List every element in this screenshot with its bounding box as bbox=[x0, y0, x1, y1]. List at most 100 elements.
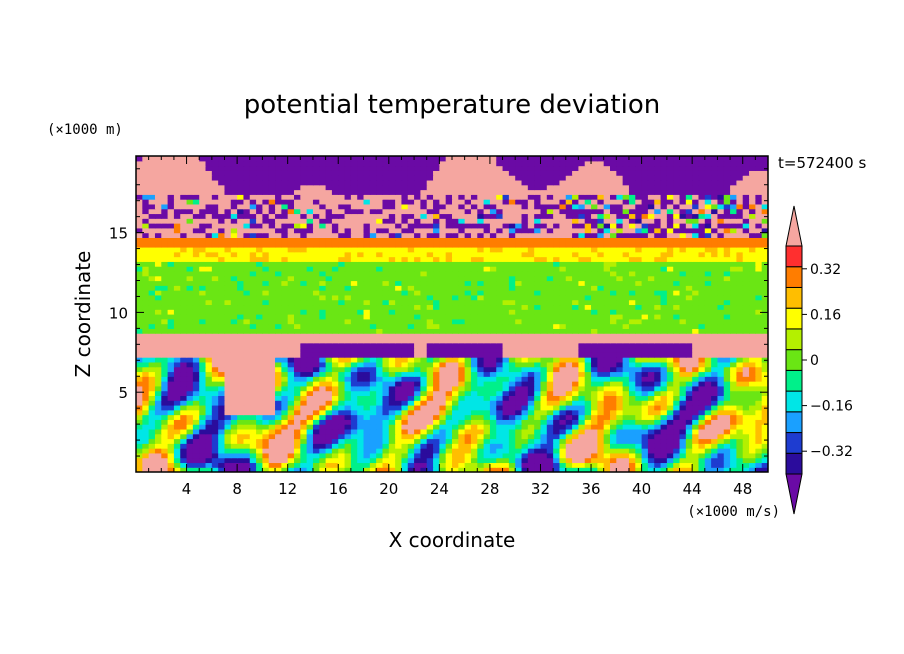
field-cell bbox=[287, 242, 295, 248]
field-cell bbox=[376, 237, 384, 243]
field-cell bbox=[281, 266, 289, 272]
field-cell bbox=[635, 270, 643, 277]
field-cell bbox=[256, 457, 263, 464]
field-cell bbox=[439, 299, 447, 306]
field-cell bbox=[616, 342, 624, 349]
field-cell bbox=[325, 395, 333, 401]
field-cell bbox=[647, 294, 655, 301]
field-cell bbox=[224, 457, 232, 464]
field-cell bbox=[180, 385, 188, 392]
field-cell bbox=[433, 352, 440, 358]
field-cell bbox=[496, 452, 504, 459]
field-cell bbox=[698, 270, 706, 277]
field-cell bbox=[426, 299, 434, 306]
field-cell bbox=[704, 347, 712, 353]
field-cell bbox=[249, 433, 257, 440]
field-cell bbox=[578, 438, 586, 444]
field-cell bbox=[553, 381, 561, 387]
field-cell bbox=[742, 352, 750, 358]
field-cell bbox=[344, 304, 352, 310]
field-cell bbox=[749, 371, 756, 377]
field-cell bbox=[205, 414, 213, 420]
field-cell bbox=[698, 467, 706, 472]
field-cell bbox=[325, 323, 333, 329]
field-cell bbox=[287, 419, 295, 425]
field-cell bbox=[666, 337, 674, 344]
field-cell bbox=[692, 419, 700, 425]
field-cell bbox=[578, 290, 586, 296]
field-cell bbox=[496, 299, 504, 306]
field-cell bbox=[452, 266, 459, 272]
field-cell bbox=[445, 433, 453, 440]
field-cell bbox=[755, 462, 763, 468]
field-cell bbox=[268, 256, 276, 262]
field-cell bbox=[262, 385, 270, 392]
field-cell bbox=[420, 438, 428, 444]
field-cell bbox=[711, 400, 719, 406]
field-cell bbox=[489, 290, 497, 296]
field-cell bbox=[458, 299, 466, 306]
field-cell bbox=[736, 452, 744, 459]
field-cell bbox=[502, 299, 510, 306]
field-cell bbox=[420, 414, 428, 420]
field-cell bbox=[439, 361, 447, 368]
field-cell bbox=[161, 318, 169, 325]
field-cell bbox=[483, 232, 491, 238]
field-cell bbox=[376, 376, 384, 382]
field-cell bbox=[331, 457, 339, 464]
field-cell bbox=[622, 299, 630, 306]
field-cell bbox=[742, 361, 750, 368]
field-cell bbox=[477, 256, 485, 262]
field-cell bbox=[698, 246, 706, 253]
field-cell bbox=[559, 318, 567, 325]
field-cell bbox=[685, 328, 693, 334]
field-cell bbox=[647, 400, 655, 406]
field-cell bbox=[755, 256, 763, 262]
field-cell bbox=[136, 294, 143, 301]
field-cell bbox=[142, 342, 150, 349]
field-cell bbox=[685, 376, 693, 382]
field-cell bbox=[591, 352, 598, 358]
field-cell bbox=[616, 400, 624, 406]
field-cell bbox=[515, 270, 523, 277]
field-cell bbox=[534, 357, 542, 363]
field-cell bbox=[654, 333, 662, 339]
field-cell bbox=[692, 337, 700, 344]
field-cell bbox=[749, 443, 756, 449]
field-cell bbox=[369, 275, 377, 282]
field-cell bbox=[319, 290, 327, 296]
field-cell bbox=[458, 256, 466, 262]
field-cell bbox=[464, 376, 472, 382]
field-cell bbox=[622, 366, 630, 373]
field-cell bbox=[420, 352, 428, 358]
field-cell bbox=[452, 261, 459, 267]
field-cell bbox=[647, 424, 655, 430]
field-cell bbox=[369, 366, 377, 373]
field-cell bbox=[363, 299, 371, 306]
field-cell bbox=[426, 304, 434, 310]
field-cell bbox=[420, 390, 428, 396]
field-cell bbox=[628, 381, 636, 387]
field-cell bbox=[692, 333, 700, 339]
field-cell bbox=[515, 448, 523, 454]
field-cell bbox=[496, 246, 504, 253]
field-cell bbox=[546, 404, 554, 411]
field-cell bbox=[591, 256, 598, 262]
field-cell bbox=[199, 352, 207, 358]
field-cell bbox=[723, 294, 731, 301]
field-cell bbox=[350, 337, 358, 344]
field-cell bbox=[256, 419, 263, 425]
field-cell bbox=[173, 409, 181, 416]
field-cell bbox=[426, 376, 434, 382]
field-cell bbox=[622, 409, 630, 416]
field-cell bbox=[578, 309, 586, 315]
field-cell bbox=[502, 251, 510, 258]
field-cell bbox=[698, 280, 706, 286]
field-cell bbox=[641, 409, 649, 416]
field-cell bbox=[294, 395, 301, 401]
field-cell bbox=[338, 333, 346, 339]
field-cell bbox=[647, 256, 655, 262]
field-cell bbox=[464, 261, 472, 267]
field-cell bbox=[230, 261, 238, 267]
field-cell bbox=[565, 400, 573, 406]
